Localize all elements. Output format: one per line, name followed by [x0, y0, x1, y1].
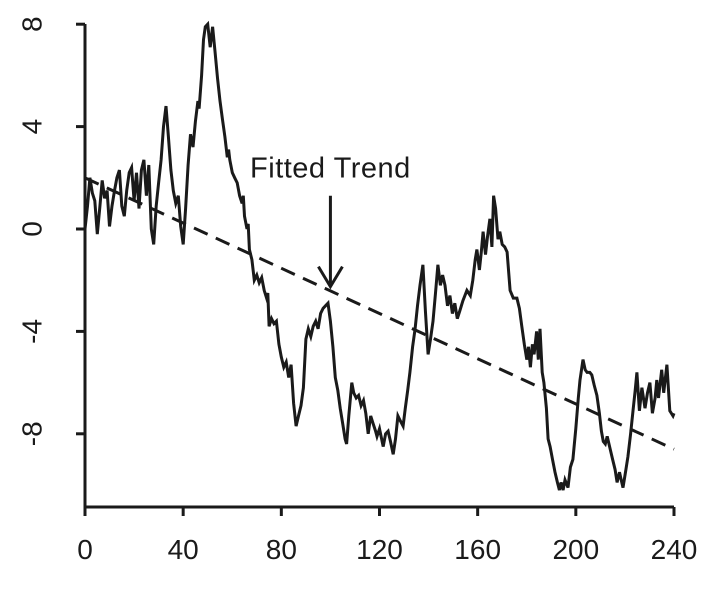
y-tick-label: 0 [16, 221, 47, 237]
x-tick-label: 240 [651, 534, 698, 565]
x-tick-label: 120 [356, 534, 403, 565]
y-tick-label: -4 [16, 319, 47, 344]
y-tick-label: 8 [16, 16, 47, 32]
x-tick-label: 0 [77, 534, 93, 565]
x-tick-label: 200 [552, 534, 599, 565]
fitted-trend-line [84, 176, 675, 451]
observed-series-line [83, 20, 676, 491]
x-tick-label: 40 [168, 534, 199, 565]
x-tick-label: 160 [454, 534, 501, 565]
annotation-label: Fitted Trend [250, 152, 411, 185]
y-tick-label: -8 [16, 421, 47, 446]
y-tick-label: 4 [16, 119, 47, 135]
x-tick-label: 80 [266, 534, 297, 565]
annotation-arrowhead [317, 265, 344, 290]
